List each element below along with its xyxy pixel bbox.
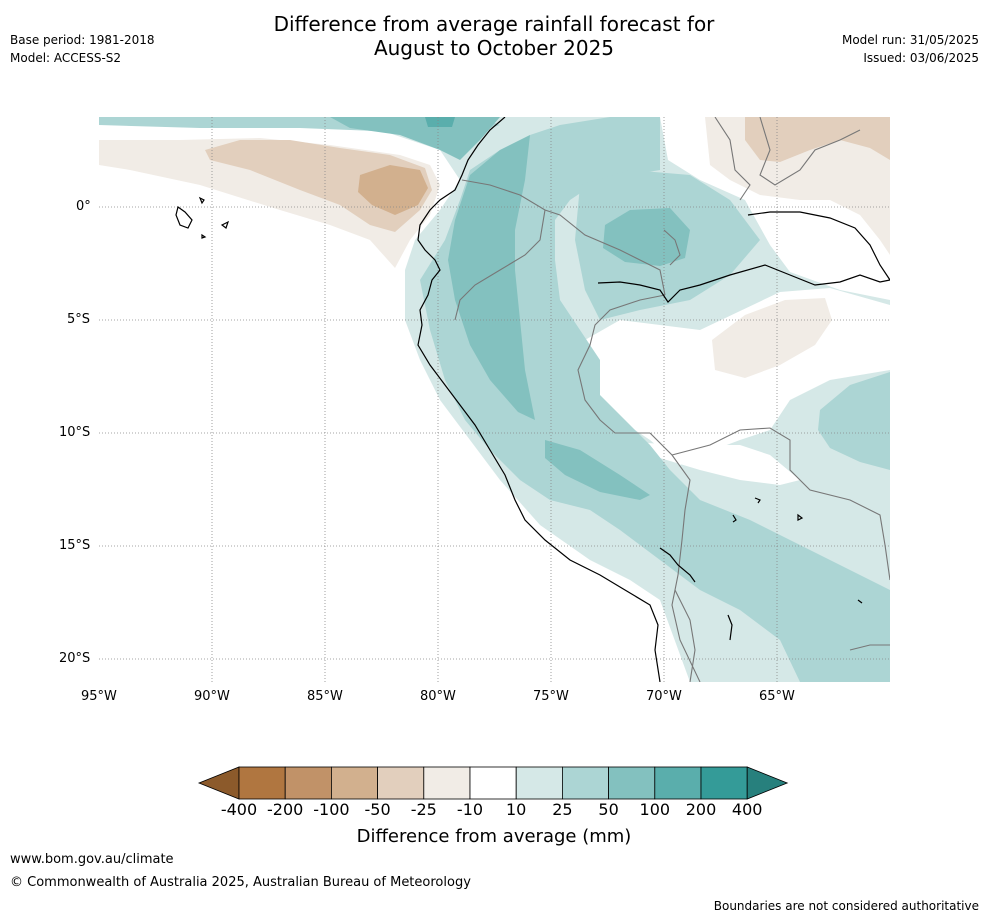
colorbar-swatch xyxy=(608,766,656,800)
colorbar-swatch xyxy=(377,766,425,800)
colorbar-tick-label: -25 xyxy=(410,800,437,819)
disclaimer-text: Boundaries are not considered authoritat… xyxy=(713,899,979,913)
country-borders xyxy=(454,117,890,682)
colorbar-swatch xyxy=(330,766,378,800)
colorbar-tick-label: -10 xyxy=(456,800,484,819)
base-period-text: Base period: 1981-2018 xyxy=(10,33,155,47)
colorbar-tick-label: -400 xyxy=(220,800,258,819)
lon-label-95w: 95°W xyxy=(81,689,117,704)
lat-label-10s: 10°S xyxy=(59,425,91,440)
lat-label-5s: 5°S xyxy=(67,312,91,327)
title-line-1: Difference from average rainfall forecas… xyxy=(273,12,715,36)
colorbar-swatch xyxy=(562,766,610,800)
colorbar-tick-label: -50 xyxy=(364,800,391,819)
lat-label-20s: 20°S xyxy=(59,651,91,666)
colorbar-extend-low xyxy=(197,766,240,800)
colorbar-swatch xyxy=(423,766,471,800)
issued-date-text: Issued: 03/06/2025 xyxy=(863,51,979,65)
map-plot-area xyxy=(99,117,890,682)
contour-dry-mid-west xyxy=(205,140,432,232)
model-run-text: Model run: 31/05/2025 xyxy=(841,33,979,47)
title-line-2: August to October 2025 xyxy=(373,36,615,60)
lon-label-75w: 75°W xyxy=(533,689,569,704)
contour-50-100-south xyxy=(545,440,650,500)
contour-25-50-west xyxy=(420,117,890,682)
model-name-text: Model: ACCESS-S2 xyxy=(10,51,122,65)
colorbar-tick-label: 100 xyxy=(639,800,671,819)
contour-25-50-east xyxy=(818,372,890,470)
colorbar-tick-label: -100 xyxy=(313,800,350,819)
colorbar-tick-label: -200 xyxy=(267,800,304,819)
colorbar-tick-label: 25 xyxy=(552,800,573,819)
colorbar-tick-label: 200 xyxy=(685,800,717,819)
coastline xyxy=(175,117,890,682)
lon-label-70w: 70°W xyxy=(646,689,682,704)
contour-dry-mid-northeast xyxy=(745,117,890,162)
colorbar-swatch xyxy=(654,766,702,800)
copyright-text: © Commonwealth of Australia 2025, Austra… xyxy=(10,875,471,890)
colorbar-swatch xyxy=(515,766,563,800)
colorbar-tick-label: 50 xyxy=(598,800,619,819)
contour-50-100-coastal xyxy=(448,135,535,420)
lon-label-90w: 90°W xyxy=(194,689,230,704)
contour-100-200-north xyxy=(425,117,455,127)
colorbar xyxy=(197,766,789,800)
lon-label-80w: 80°W xyxy=(420,689,456,704)
colorbar-title: Difference from average (mm) xyxy=(356,826,632,847)
graticule xyxy=(99,117,890,682)
colorbar-swatch xyxy=(238,766,286,800)
colorbar-swatch xyxy=(469,766,517,800)
colorbar-tick-label: 400 xyxy=(731,800,763,819)
colorbar-swatch xyxy=(284,766,332,800)
contour-dry-light-northeast xyxy=(705,117,890,255)
contour-50-100-amazon xyxy=(603,208,690,266)
colorbar-extend-high xyxy=(746,766,789,800)
website-link[interactable]: www.bom.gov.au/climate xyxy=(10,852,174,867)
colorbar-tick-label: 10 xyxy=(506,800,527,819)
contour-50-100-north xyxy=(330,117,500,160)
lat-label-0: 0° xyxy=(76,199,91,214)
colorbar-swatch xyxy=(700,766,748,800)
contour-dry-light-east xyxy=(712,298,832,378)
lon-label-85w: 85°W xyxy=(307,689,343,704)
lon-label-65w: 65°W xyxy=(759,689,795,704)
lat-label-15s: 15°S xyxy=(59,538,91,553)
map-title: Difference from average rainfall forecas… xyxy=(0,12,988,60)
contour-dry-dark-west xyxy=(358,165,428,215)
